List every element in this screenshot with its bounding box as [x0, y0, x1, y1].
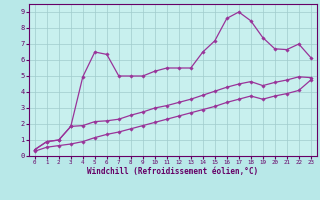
X-axis label: Windchill (Refroidissement éolien,°C): Windchill (Refroidissement éolien,°C) [87, 167, 258, 176]
